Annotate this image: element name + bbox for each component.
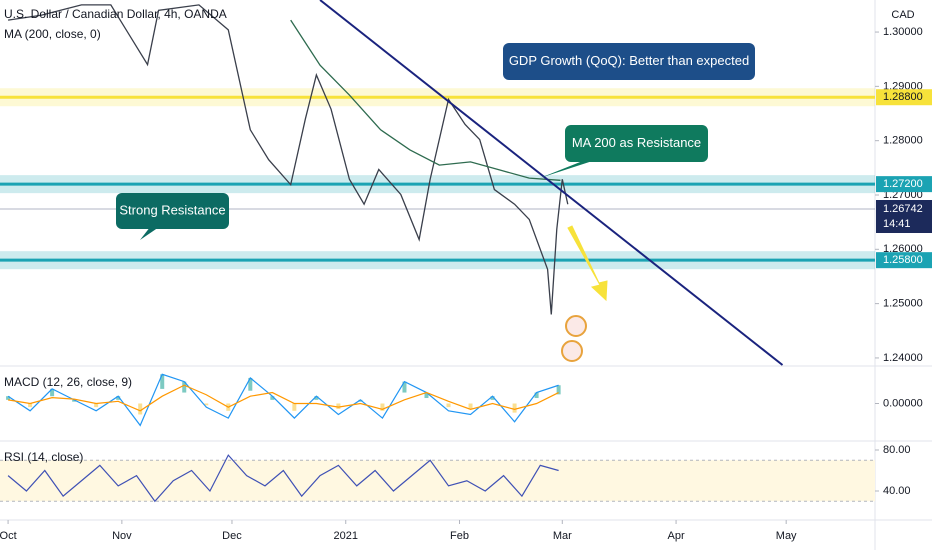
macd-histogram: [490, 396, 495, 400]
macd-histogram: [6, 396, 11, 400]
trendline: [319, 0, 784, 366]
macd-histogram: [292, 403, 297, 411]
macd-line: [7, 373, 559, 427]
countdown: 14:41: [883, 218, 911, 230]
annotation: MA 200 as Resistance: [572, 135, 701, 150]
macd-histogram: [160, 374, 165, 389]
macd-histogram: [336, 403, 341, 409]
annotation-box: [503, 43, 755, 80]
macd-histogram: [402, 381, 407, 393]
x-tick-label: Oct: [0, 530, 17, 542]
x-tick-label: Nov: [112, 530, 132, 542]
macd-histogram: [94, 403, 99, 408]
x-tick-label: Feb: [450, 530, 469, 542]
annotation: GDP Growth (QoQ): Better than expected: [509, 53, 749, 68]
y-tick-label: 1.28000: [883, 135, 923, 147]
pane-title: RSI (14, close): [4, 450, 83, 464]
currency: CAD: [891, 9, 914, 21]
y-tick-label: 80.00: [883, 444, 911, 456]
forecast-arrow: [567, 225, 608, 302]
event-icons: [561, 315, 587, 362]
macd-histogram: [270, 396, 275, 400]
pane-title: MACD (12, 26, close, 9): [4, 375, 132, 389]
level-label: 1.25800: [883, 254, 923, 266]
macd-histogram: [512, 403, 517, 413]
y-tick-label: 40.00: [883, 485, 911, 497]
y-tick-label: 0.00000: [883, 397, 923, 409]
macd-histogram: [116, 396, 121, 400]
annotation-box: [565, 125, 708, 162]
macd-histogram: [314, 396, 319, 400]
macd-line: [7, 384, 559, 412]
x-tick-label: May: [776, 530, 797, 542]
ma-legend: MA (200, close, 0): [4, 27, 101, 41]
macd-histogram: [446, 403, 451, 408]
macd-histogram: [28, 403, 33, 408]
x-tick-label: Mar: [553, 530, 572, 542]
chart-title: U.S. Dollar / Canadian Dollar, 4h, OANDA: [4, 7, 227, 21]
macd-histogram: [50, 388, 55, 397]
macd-histogram: [204, 403, 209, 406]
last-price-box: [876, 200, 932, 234]
rsi-band: [0, 460, 875, 502]
y-tick-label: 1.24000: [883, 352, 923, 364]
macd-histogram: [556, 385, 561, 395]
macd-histogram: [424, 392, 429, 399]
macd-histogram: [468, 403, 473, 409]
ma-line: [290, 19, 561, 181]
annotation-box: [116, 193, 229, 229]
x-tick-label: Apr: [668, 530, 685, 542]
level-label-box: [876, 252, 932, 269]
level-label: 1.27200: [883, 178, 923, 190]
price-line: [7, 4, 569, 315]
macd-histogram: [358, 399, 363, 402]
level-label-box: [876, 176, 932, 193]
level-label: 1.28800: [883, 91, 923, 103]
macd-histogram: [248, 377, 253, 391]
rsi-line: [7, 454, 559, 503]
macd-histogram: [380, 403, 385, 411]
y-tick-label: 1.25000: [883, 298, 923, 310]
level-label-box: [876, 89, 932, 106]
annotation: Strong Resistance: [119, 202, 225, 217]
x-tick-label: Dec: [222, 530, 242, 542]
macd-histogram: [138, 403, 143, 415]
macd-histogram: [72, 399, 77, 402]
y-tick-label: 1.30000: [883, 26, 923, 38]
macd-histogram: [534, 392, 539, 399]
last-price-label: 1.26742: [883, 203, 923, 215]
x-tick-label: 2021: [334, 530, 358, 542]
macd-histogram: [182, 381, 187, 393]
